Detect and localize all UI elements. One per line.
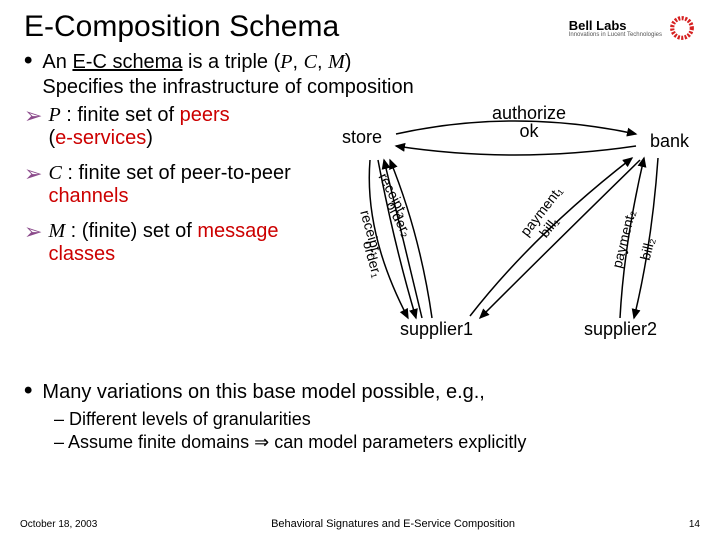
slide-header: E-Composition Schema Bell Labs Innovatio… [24,10,696,44]
diagram: store bank supplier1 supplier2 authorize… [324,104,696,374]
logo-name: Bell Labs [569,19,662,32]
node-store: store [342,128,382,148]
item-P-kw: peers [180,104,230,126]
bell-labs-logo: Bell Labs Innovations in Lucent Technolo… [569,14,696,42]
dash-2a: Assume finite domains [68,432,254,452]
node-supplier1: supplier1 [400,320,473,340]
content-row: ➢ P : finite set of peers (e-services) ➢… [24,104,696,374]
edge-bill2: bill₂ [638,236,657,261]
footer-page: 14 [689,519,700,530]
dash-2b: can model parameters explicitly [269,432,526,452]
slide-footer: October 18, 2003 Behavioral Signatures a… [0,518,720,530]
item-C-t1: : finite set of peer-to-peer [62,162,291,184]
item-M: ➢ M : (finite) set of message classes [24,220,324,266]
item-P-sym: P [48,104,60,126]
edge-order2: order₂ [384,199,414,239]
item-C: ➢ C : finite set of peer-to-peer channel… [24,162,324,208]
footer-date: October 18, 2003 [20,519,97,530]
b1-M: M [328,51,345,73]
item-P: ➢ P : finite set of peers (e-services) [24,104,324,150]
edge-auth-ok: authorizeok [484,104,574,140]
item-P-kw2: e-services [55,127,146,149]
arrow-icon: ➢ [24,162,42,208]
b1-P: P [280,51,292,73]
left-column: ➢ P : finite set of peers (e-services) ➢… [24,104,324,374]
item-C-sym: C [48,162,61,184]
b1-underlined: E-C schema [72,51,182,73]
edge-pay2: payment₂ [610,209,638,270]
bullet-2-body: Many variations on this base model possi… [42,380,484,405]
b1-C: C [304,51,317,73]
bullet-dot-icon: • [24,50,32,100]
b1-prefix: An [42,51,72,73]
item-M-sym: M [48,220,65,242]
dash-1: – Different levels of granularities [54,409,696,430]
b1-mid: is a triple [182,51,273,73]
node-bank: bank [650,132,689,152]
bullet-1: • An E-C schema is a triple (P, C, M) Sp… [24,50,696,100]
item-P-body: P : finite set of peers (e-services) [48,104,229,150]
item-M-t1: : (finite) set of [65,220,197,242]
bullet-2: • Many variations on this base model pos… [24,380,696,405]
item-P-t1: : finite set of [61,104,180,126]
bullet-dot-icon: • [24,380,32,405]
node-supplier2: supplier2 [584,320,657,340]
item-C-kw: channels [48,185,128,207]
footer-center: Behavioral Signatures and E-Service Comp… [271,518,515,530]
dash-2: – Assume finite domains ⇒ can model para… [54,432,696,453]
arrow-icon: ➢ [24,220,42,266]
logo-ring-icon [668,14,696,42]
item-M-body: M : (finite) set of message classes [48,220,324,266]
dash-1-text: Different levels of granularities [69,409,311,429]
item-C-body: C : finite set of peer-to-peer channels [48,162,324,208]
b1-line2: Specifies the infrastructure of composit… [42,76,413,98]
bullet-1-body: An E-C schema is a triple (P, C, M) Spec… [42,50,413,100]
slide-title: E-Composition Schema [24,10,339,44]
logo-sub: Innovations in Lucent Technologies [569,32,662,38]
item-P-t3: ) [146,127,153,149]
arrow-icon: ➢ [24,104,42,150]
